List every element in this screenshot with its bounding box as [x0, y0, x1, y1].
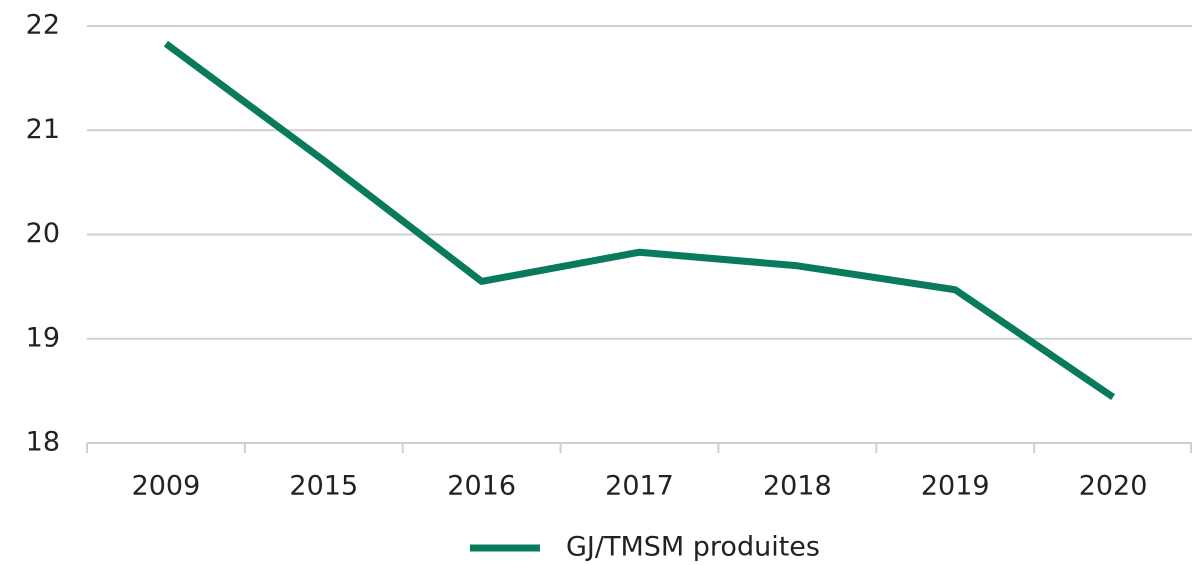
y-tick-label: 18: [26, 427, 60, 458]
y-tick-label: 21: [26, 114, 60, 145]
x-tick-label: 2009: [132, 471, 201, 502]
x-tick-label: 2016: [447, 471, 516, 502]
legend-label: GJ/TMSM produites: [566, 532, 820, 563]
y-tick-label: 20: [26, 218, 60, 249]
x-tick-label: 2017: [605, 471, 674, 502]
y-tick-label: 19: [26, 322, 60, 353]
x-tick-label: 2019: [921, 471, 990, 502]
x-tick-label: 2020: [1079, 471, 1148, 502]
y-tick-label: 22: [26, 10, 60, 41]
x-tick-label: 2018: [763, 471, 832, 502]
x-tick-label: 2015: [289, 471, 358, 502]
data-line: [163, 40, 1116, 401]
